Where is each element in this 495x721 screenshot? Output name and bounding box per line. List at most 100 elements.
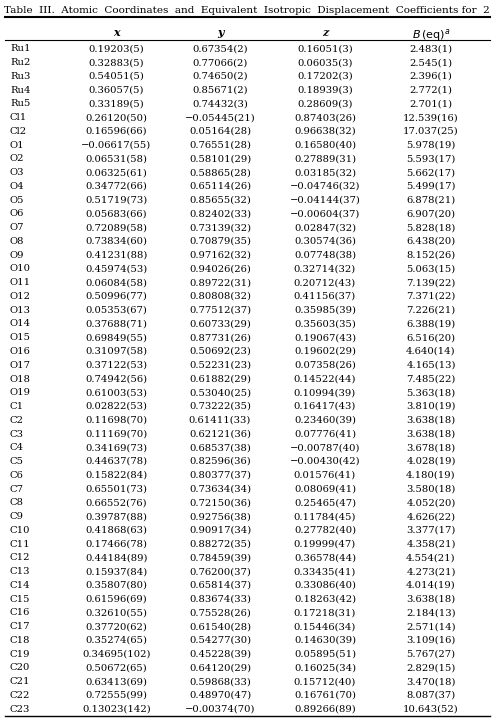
Text: 0.16417(43): 0.16417(43): [294, 402, 356, 411]
Text: 0.63413(69): 0.63413(69): [86, 677, 148, 686]
Text: 0.92756(38): 0.92756(38): [189, 512, 251, 521]
Text: −0.04746(32): −0.04746(32): [290, 182, 360, 191]
Text: 0.72555(99): 0.72555(99): [86, 691, 148, 700]
Text: 0.27782(40): 0.27782(40): [294, 526, 356, 535]
Text: 0.96638(32): 0.96638(32): [294, 127, 356, 136]
Text: C18: C18: [10, 636, 31, 645]
Text: 0.44637(78): 0.44637(78): [86, 457, 148, 466]
Text: 3.638(18): 3.638(18): [406, 430, 455, 438]
Text: 6.388(19): 6.388(19): [406, 319, 455, 329]
Text: 0.61882(29): 0.61882(29): [189, 374, 251, 384]
Text: 0.16596(66): 0.16596(66): [86, 127, 148, 136]
Text: 0.61540(28): 0.61540(28): [189, 622, 251, 631]
Text: Ru1: Ru1: [10, 45, 31, 53]
Text: 0.25465(47): 0.25465(47): [294, 498, 356, 508]
Text: 2.772(1): 2.772(1): [409, 86, 452, 94]
Text: 0.67354(2): 0.67354(2): [192, 45, 248, 53]
Text: O19: O19: [10, 388, 31, 397]
Text: 0.06084(58): 0.06084(58): [86, 278, 148, 287]
Text: 5.767(27): 5.767(27): [406, 650, 455, 658]
Text: 4.014(19): 4.014(19): [406, 581, 456, 590]
Text: 0.26120(50): 0.26120(50): [86, 113, 148, 122]
Text: 7.226(21): 7.226(21): [406, 306, 455, 315]
Text: 3.580(18): 3.580(18): [406, 485, 456, 494]
Text: −0.00604(37): −0.00604(37): [290, 209, 360, 218]
Text: 2.483(1): 2.483(1): [409, 45, 452, 53]
Text: 0.10994(39): 0.10994(39): [294, 388, 356, 397]
Text: 0.58865(28): 0.58865(28): [189, 168, 251, 177]
Text: 4.180(19): 4.180(19): [406, 471, 456, 479]
Text: O17: O17: [10, 360, 31, 370]
Text: C20: C20: [10, 663, 30, 673]
Text: 0.14630(39): 0.14630(39): [294, 636, 356, 645]
Text: 0.45228(39): 0.45228(39): [189, 650, 251, 658]
Text: 3.109(16): 3.109(16): [406, 636, 456, 645]
Text: 0.36057(5): 0.36057(5): [89, 86, 144, 94]
Text: 7.371(22): 7.371(22): [406, 292, 456, 301]
Text: 0.33189(5): 0.33189(5): [89, 99, 145, 108]
Text: 0.23460(39): 0.23460(39): [294, 416, 356, 425]
Text: C7: C7: [10, 485, 24, 494]
Text: 0.85655(32): 0.85655(32): [189, 195, 251, 205]
Text: 0.74942(56): 0.74942(56): [86, 374, 148, 384]
Text: 0.14522(44): 0.14522(44): [294, 374, 356, 384]
Text: 0.76200(37): 0.76200(37): [189, 567, 251, 576]
Text: 5.593(17): 5.593(17): [406, 154, 456, 164]
Text: O13: O13: [10, 306, 31, 315]
Text: 0.58101(29): 0.58101(29): [189, 154, 251, 164]
Text: 0.06325(61): 0.06325(61): [86, 168, 148, 177]
Text: −0.00430(42): −0.00430(42): [290, 457, 360, 466]
Text: 12.539(16): 12.539(16): [403, 113, 459, 122]
Text: 0.02847(32): 0.02847(32): [294, 224, 356, 232]
Text: 6.907(20): 6.907(20): [406, 209, 455, 218]
Text: 0.64120(29): 0.64120(29): [189, 663, 251, 673]
Text: Ru2: Ru2: [10, 58, 30, 67]
Text: z: z: [322, 27, 328, 38]
Text: 6.878(21): 6.878(21): [406, 195, 455, 205]
Text: 4.640(14): 4.640(14): [406, 347, 456, 356]
Text: 0.59868(33): 0.59868(33): [189, 677, 251, 686]
Text: 0.06531(58): 0.06531(58): [86, 154, 148, 164]
Text: 0.77512(37): 0.77512(37): [189, 306, 251, 315]
Text: 0.11698(70): 0.11698(70): [86, 416, 148, 425]
Text: −0.05445(21): −0.05445(21): [185, 113, 255, 122]
Text: C22: C22: [10, 691, 30, 700]
Text: 0.34695(102): 0.34695(102): [82, 650, 151, 658]
Text: 0.15937(84): 0.15937(84): [85, 567, 148, 576]
Text: 0.97162(32): 0.97162(32): [189, 251, 251, 260]
Text: $B\,\mathit{(}\mathrm{eq}\mathit{)}^a$: $B\,\mathit{(}\mathrm{eq}\mathit{)}^a$: [412, 27, 450, 43]
Text: 0.72089(58): 0.72089(58): [86, 224, 148, 232]
Text: 0.34772(66): 0.34772(66): [86, 182, 148, 191]
Text: 0.33435(41): 0.33435(41): [294, 567, 356, 576]
Text: 0.37688(71): 0.37688(71): [86, 319, 148, 329]
Text: 4.358(21): 4.358(21): [406, 539, 456, 549]
Text: O6: O6: [10, 209, 24, 218]
Text: 0.20712(43): 0.20712(43): [294, 278, 356, 287]
Text: 0.34169(73): 0.34169(73): [86, 443, 148, 452]
Text: 0.15712(40): 0.15712(40): [294, 677, 356, 686]
Text: 0.73634(34): 0.73634(34): [189, 485, 251, 494]
Text: 0.52231(23): 0.52231(23): [189, 360, 251, 370]
Text: C10: C10: [10, 526, 31, 535]
Text: −0.04144(37): −0.04144(37): [290, 195, 360, 205]
Text: 4.273(21): 4.273(21): [406, 567, 456, 576]
Text: 0.37720(62): 0.37720(62): [86, 622, 148, 631]
Text: −0.00374(70): −0.00374(70): [185, 704, 255, 714]
Text: 0.62121(36): 0.62121(36): [189, 430, 251, 438]
Text: C17: C17: [10, 622, 31, 631]
Text: 0.87403(26): 0.87403(26): [294, 113, 356, 122]
Text: 0.45974(53): 0.45974(53): [85, 265, 148, 273]
Text: 0.03185(32): 0.03185(32): [294, 168, 356, 177]
Text: O7: O7: [10, 224, 24, 232]
Text: 5.499(17): 5.499(17): [406, 182, 456, 191]
Text: 0.17202(3): 0.17202(3): [297, 72, 353, 81]
Text: 0.19602(29): 0.19602(29): [294, 347, 356, 356]
Text: Ru3: Ru3: [10, 72, 30, 81]
Text: 17.037(25): 17.037(25): [403, 127, 459, 136]
Text: 0.35274(65): 0.35274(65): [86, 636, 148, 645]
Text: C4: C4: [10, 443, 24, 452]
Text: C3: C3: [10, 430, 24, 438]
Text: O4: O4: [10, 182, 25, 191]
Text: O1: O1: [10, 141, 25, 150]
Text: 0.50672(65): 0.50672(65): [86, 663, 148, 673]
